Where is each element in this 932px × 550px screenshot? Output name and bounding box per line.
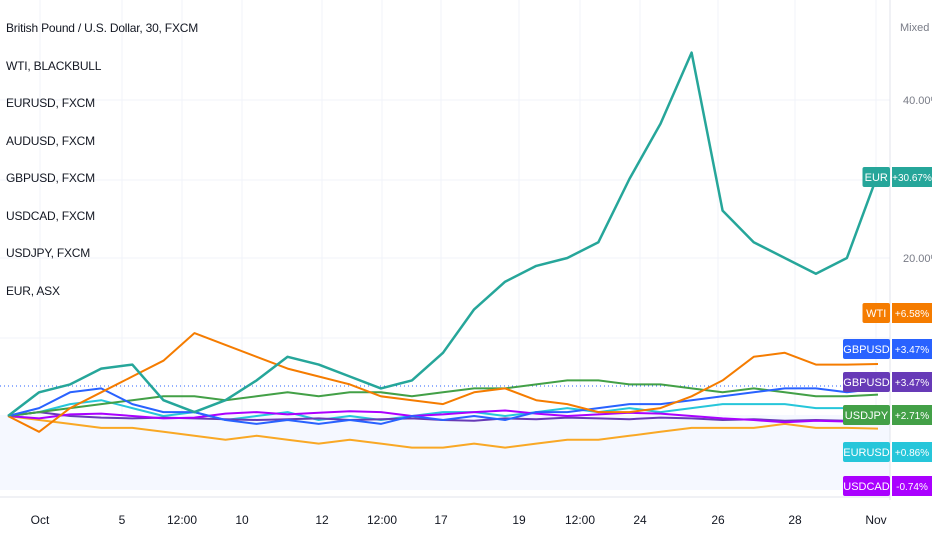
x-tick-label: 12:00 [367,513,397,527]
legend-item-usdjpy[interactable]: USDJPY, FXCM [6,246,91,260]
series-legend: British Pound / U.S. Dollar, 30, FXCM WT… [6,18,198,318]
series-badge-value-text: +30.67% [892,173,932,184]
legend-item-main-symbol[interactable]: British Pound / U.S. Dollar, 30, FXCM [6,21,199,35]
x-tick-label: Nov [865,513,886,527]
legend-item-eurusd[interactable]: EURUSD, FXCM [6,96,95,110]
series-badge-value-eurusd [892,442,932,462]
series-badge-value-eur [892,167,932,187]
series-badge-value-wti [892,303,932,323]
legend-item-eur-asx[interactable]: EUR, ASX [6,283,60,298]
legend-item-gbpusd[interactable]: GBPUSD, FXCM [6,171,95,185]
x-tick-label: Oct [31,513,50,527]
series-badge-value-text: +3.47% [895,345,929,356]
series-line-wti [7,332,879,433]
scale-mode-label[interactable]: Mixed [900,22,930,34]
x-tick-label: 12:00 [565,513,595,527]
series-line-usdjpy [7,379,879,417]
series-badge-name-gbpusd [843,372,890,392]
series-badge-name-wti [862,303,890,323]
series-line-eurusd [7,399,879,421]
series-badge-name-usdcad [843,476,890,496]
series-badge-value-usdjpy [892,405,932,425]
y-tick-label: 20.00% [903,253,932,265]
series-badge-name-text: USDCAD [843,481,890,493]
series-badge-value-text: +3.47% [895,378,929,389]
x-tick-label: 24 [633,513,647,527]
series-line-audusd [7,415,879,449]
series-badge-name-text: EURUSD [843,447,890,459]
series-badge-name-text: WTI [866,308,886,320]
series-badge-name-text: USDJPY [845,410,889,422]
x-tick-label: 19 [512,513,526,527]
series-badge-value-text: +6.58% [895,309,929,320]
series-line-usdcad [7,409,879,424]
baseline-band [0,415,890,490]
series-badge-name-text: GBPUSD [843,377,890,389]
x-tick-label: 5 [119,513,126,527]
x-tick-label: 12 [315,513,329,527]
x-tick-label: 10 [235,513,249,527]
series-badge-name-text: EUR [865,172,888,184]
series-badge-value-text: +0.86% [895,448,929,459]
series-badge-value-text: -0.74% [896,482,928,493]
series-badge-name-eurusd [843,442,890,462]
x-tick-label: 12:00 [167,513,197,527]
x-tick-label: 26 [711,513,725,527]
series-badge-value-gbpusd [892,372,932,392]
series-badge-value-gbpusd [892,339,932,359]
series-line-gbpusd [7,387,879,425]
x-tick-label: 28 [788,513,802,527]
series-badge-value-usdcad [892,476,932,496]
y-tick-label: 40.00% [903,95,932,107]
series-line-eur [7,51,880,417]
legend-item-wti[interactable]: WTI, BLACKBULL [6,58,102,73]
legend-item-audusd[interactable]: AUDUSD, FXCM [6,133,95,148]
series-badge-name-gbpusd [843,339,890,359]
series-badge-name-eur [862,167,890,187]
x-tick-label: 17 [434,513,448,527]
series-badge-name-usdjpy [843,405,890,425]
series-badge-name-text: GBPUSD [843,344,890,356]
series-badge-value-text: +2.71% [895,411,929,422]
legend-item-usdcad[interactable]: USDCAD, FXCM [6,208,95,223]
